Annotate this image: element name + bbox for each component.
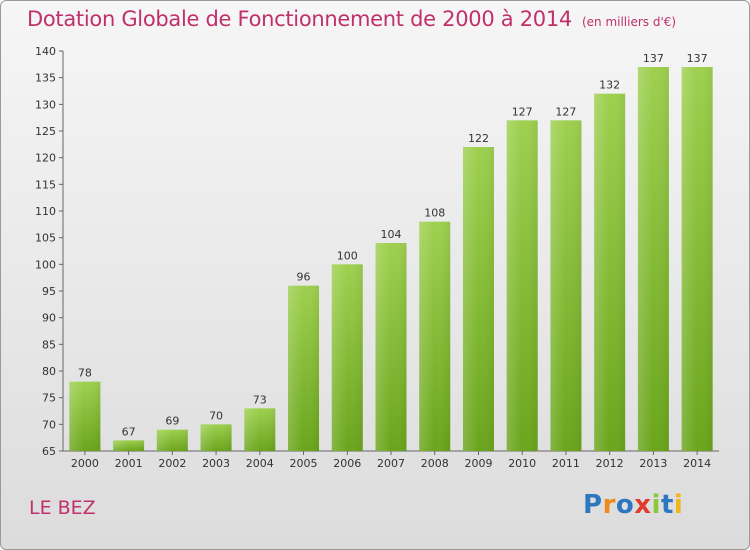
y-tick-label: 65 xyxy=(42,445,56,458)
bar xyxy=(681,67,713,451)
y-tick-label: 80 xyxy=(42,365,56,378)
bar-value-label: 104 xyxy=(381,228,402,241)
bar-shine xyxy=(506,120,538,451)
y-tick-label: 100 xyxy=(35,258,56,271)
bar-shine xyxy=(113,440,145,451)
bar xyxy=(550,120,582,451)
logo-letter: r xyxy=(602,490,616,520)
y-tick-label: 120 xyxy=(35,152,56,165)
x-tick-label: 2013 xyxy=(639,457,667,470)
x-tick-label: 2014 xyxy=(683,457,711,470)
bar-shine xyxy=(594,93,626,452)
bar xyxy=(506,120,538,451)
labels: 78 67 69 70 73 96 100 104 108 122 127 127 132 137 137 xyxy=(78,52,708,438)
bar-value-label: 132 xyxy=(599,79,620,92)
logo-letter: o xyxy=(615,490,635,520)
bar xyxy=(637,67,669,451)
bar xyxy=(200,424,232,451)
bar-shine xyxy=(244,408,276,451)
y-tick-label: 90 xyxy=(42,312,56,325)
chart-subtitle: (en milliers d'€) xyxy=(581,15,677,29)
y-tick-label: 75 xyxy=(42,392,56,405)
y-tick-label: 140 xyxy=(35,45,56,58)
bar xyxy=(156,429,188,451)
bars xyxy=(69,67,713,452)
bar-value-label: 127 xyxy=(512,105,533,118)
bar-value-label: 73 xyxy=(253,393,267,406)
proxiti-logo: Proxiti xyxy=(583,490,683,520)
x-tick-label: 2004 xyxy=(246,457,274,470)
bar xyxy=(244,408,276,451)
bar-shine xyxy=(681,67,713,451)
logo-letter: x xyxy=(634,490,652,520)
bar-shine xyxy=(331,264,363,451)
y-tick-label: 70 xyxy=(42,418,56,431)
logo-letter: i xyxy=(673,490,684,520)
bar-shine xyxy=(419,221,451,451)
x-tick-label: 2009 xyxy=(464,457,492,470)
x-tick-label: 2005 xyxy=(290,457,318,470)
bar-value-label: 67 xyxy=(122,425,136,438)
bar-value-label: 96 xyxy=(297,271,311,284)
y-tick-label: 115 xyxy=(35,178,56,191)
x-tick-label: 2010 xyxy=(508,457,536,470)
bar xyxy=(375,243,407,451)
x-tick-label: 2006 xyxy=(333,457,361,470)
bar xyxy=(69,381,101,451)
bar-value-label: 108 xyxy=(424,207,445,220)
y-tick-label: 110 xyxy=(35,205,56,218)
bar xyxy=(419,221,451,451)
y-tick-label: 125 xyxy=(35,125,56,138)
x-tick-label: 2000 xyxy=(71,457,99,470)
bar-value-label: 137 xyxy=(687,52,708,65)
axes: 65 70 75 80 85 90 95 100 105 110 115 120 125 130 135 14… xyxy=(35,45,719,470)
y-tick-label: 105 xyxy=(35,232,56,245)
bar-value-label: 78 xyxy=(78,367,92,380)
x-tick-label: 2001 xyxy=(115,457,143,470)
bar-shine xyxy=(462,147,494,451)
y-tick-label: 85 xyxy=(42,338,56,351)
x-tick-label: 2007 xyxy=(377,457,405,470)
x-tick-label: 2008 xyxy=(421,457,449,470)
y-tick-label: 130 xyxy=(35,98,56,111)
bar-shine xyxy=(375,243,407,451)
y-tick-label: 135 xyxy=(35,72,56,85)
bar-value-label: 137 xyxy=(643,52,664,65)
logo-letter: P xyxy=(583,490,603,520)
bar xyxy=(462,147,494,451)
logo-letter: t xyxy=(660,490,674,520)
y-tick-label: 95 xyxy=(42,285,56,298)
bar xyxy=(331,264,363,451)
bar xyxy=(113,440,145,451)
bar-shine xyxy=(200,424,232,451)
x-tick-label: 2002 xyxy=(158,457,186,470)
bar-shine xyxy=(156,429,188,451)
bar-value-label: 127 xyxy=(555,105,576,118)
bar-shine xyxy=(637,67,669,451)
chart-title: Dotation Globale de Fonctionnement de 20… xyxy=(27,7,676,31)
bar-value-label: 122 xyxy=(468,132,489,145)
bar-value-label: 69 xyxy=(165,415,179,428)
bar-shine xyxy=(550,120,582,451)
x-tick-label: 2012 xyxy=(596,457,624,470)
bar-shine xyxy=(69,381,101,451)
logo-letter: i xyxy=(651,490,661,520)
x-tick-label: 2011 xyxy=(552,457,580,470)
bar-value-label: 100 xyxy=(337,249,358,262)
commune-name: LE BEZ xyxy=(29,497,96,519)
bar-value-label: 70 xyxy=(209,409,223,422)
x-tick-label: 2003 xyxy=(202,457,230,470)
bar xyxy=(288,285,320,451)
bar-shine xyxy=(288,285,320,451)
chart-title-text: Dotation Globale de Fonctionnement de 20… xyxy=(27,7,572,31)
bar xyxy=(594,93,626,452)
